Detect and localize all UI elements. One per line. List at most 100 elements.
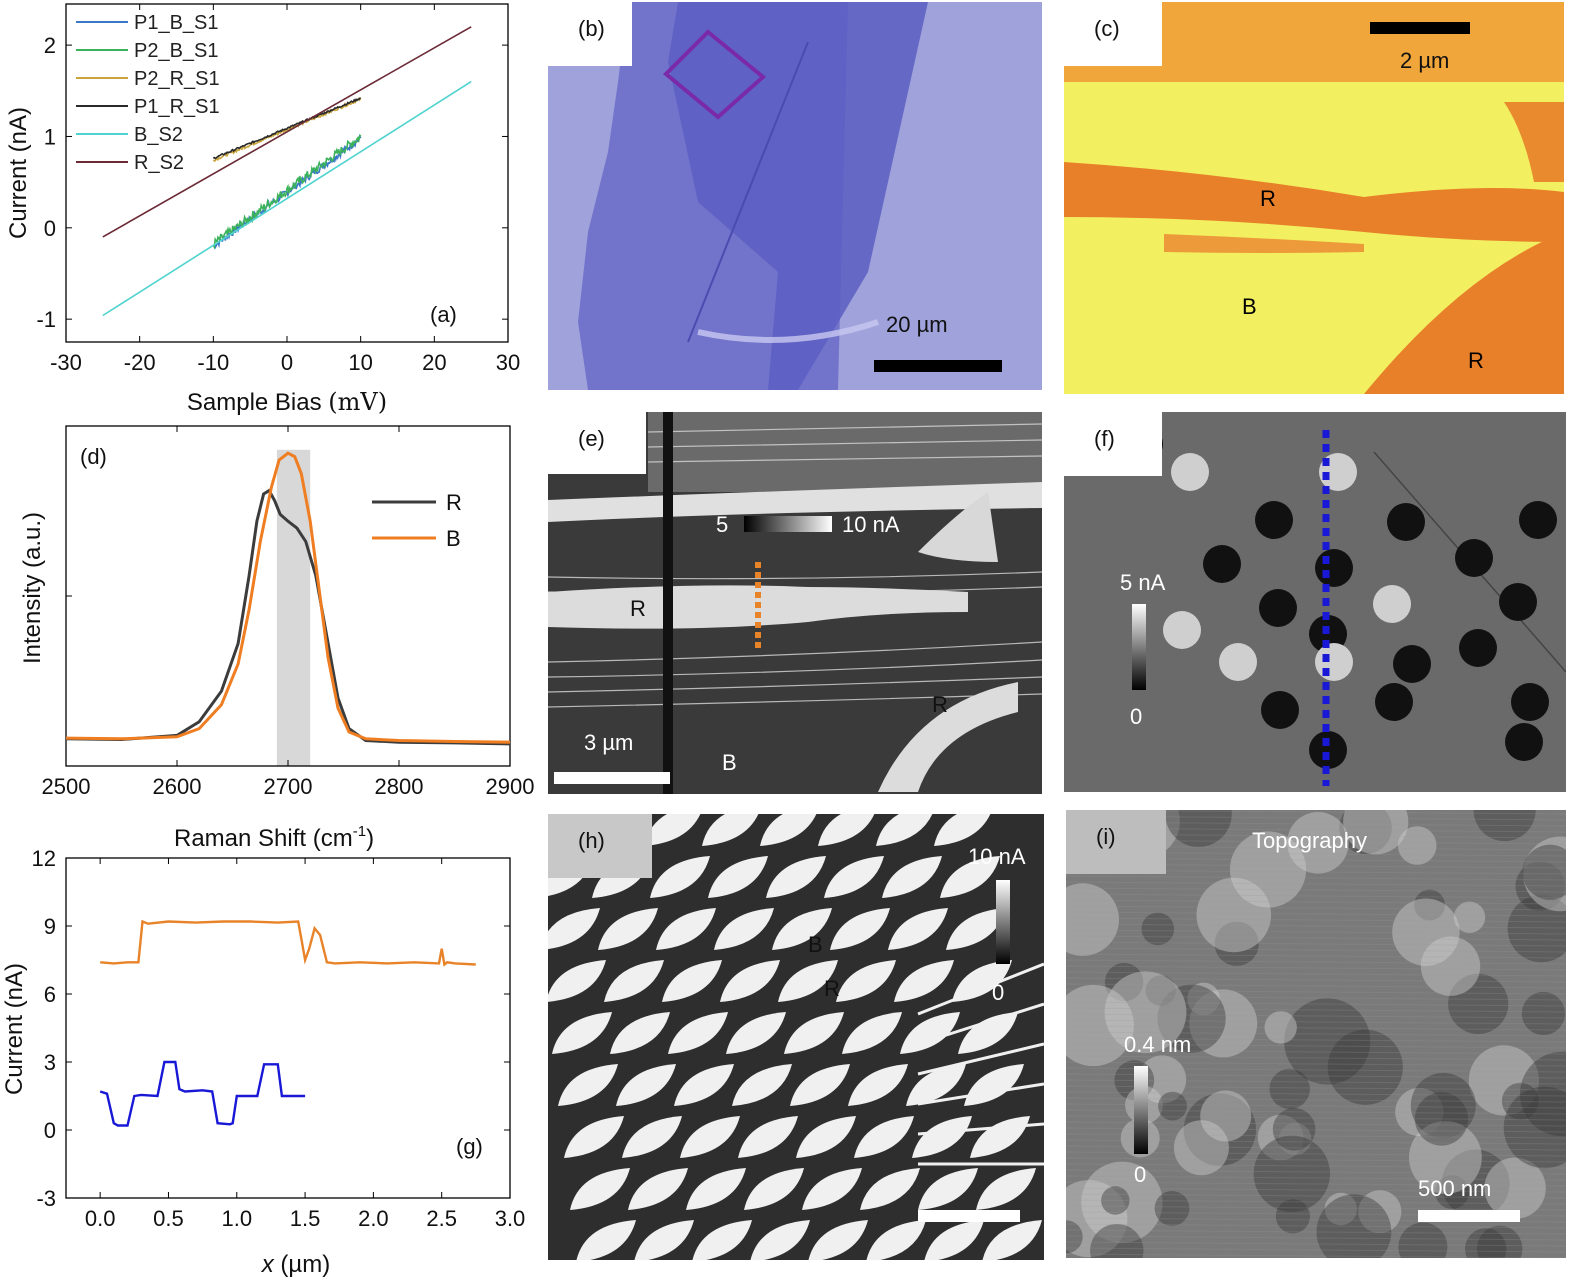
bright-domain (604, 960, 664, 1002)
x-tick-label: 2600 (153, 774, 202, 799)
panel-label: (a) (430, 302, 457, 327)
bright-domain (934, 814, 991, 846)
bright-domain (958, 1012, 1018, 1054)
y-axis-label: Current (nA) (5, 107, 32, 239)
x-axis-unit-end: ) (366, 825, 374, 852)
bright-domain (726, 1012, 786, 1054)
topography-feature (1214, 921, 1259, 966)
dark-dot (1519, 501, 1557, 539)
topography-feature (1453, 901, 1486, 933)
topography-feature (1484, 1157, 1546, 1219)
topography-feature (1278, 1122, 1312, 1156)
atomic-row (1066, 917, 1566, 923)
plot-frame (65, 857, 511, 1199)
y-tick-label: 0 (44, 1118, 56, 1143)
x-tick-label: 20 (422, 350, 446, 375)
atomic-row (1066, 1205, 1566, 1211)
bright-domain (674, 1064, 734, 1106)
scale-bar-label-b: 20 µm (886, 312, 948, 337)
x-tick-label: 30 (496, 350, 520, 375)
panel-label: (d) (80, 444, 107, 469)
topography-feature (1441, 1149, 1510, 1218)
x-tick-label: 2800 (375, 774, 424, 799)
atomic-row (1066, 893, 1566, 899)
x-tick-label: 3.0 (495, 1206, 526, 1231)
topography-feature (1066, 984, 1134, 1067)
scale-bar-label-i: 500 nm (1418, 1176, 1492, 1201)
bright-domain (548, 960, 606, 1002)
topography-feature (1253, 1135, 1330, 1212)
atomic-row (1066, 1229, 1566, 1235)
topography-feature (1066, 1220, 1083, 1254)
bright-domain (702, 814, 759, 846)
bright-domain (628, 1168, 688, 1210)
bright-domain (662, 960, 722, 1002)
bright-domain (558, 1064, 618, 1106)
topography-feature (1414, 1092, 1469, 1146)
legend-label: B (446, 526, 461, 551)
atomic-row (1066, 1187, 1566, 1193)
domain-wall (917, 1002, 1044, 1046)
topography-feature (1138, 1055, 1187, 1104)
x-tick-label: 1.5 (290, 1206, 321, 1231)
domain-wall (917, 1082, 1044, 1106)
x-axis-unit: (mV) (328, 388, 387, 416)
plot-frame (65, 3, 509, 343)
y-axis-label: Intensity (a.u.) (19, 512, 46, 664)
topography-feature (1104, 971, 1187, 1054)
x-tick-label: 10 (348, 350, 372, 375)
topography-feature (1257, 1114, 1304, 1161)
dark-dot (1459, 629, 1497, 667)
y-tick-label: 3 (44, 1050, 56, 1075)
legend-label: R (446, 490, 462, 515)
bright-domain (866, 1220, 926, 1260)
atomic-row (1066, 989, 1566, 995)
colorbar-max-h: 10 nA (968, 844, 1026, 869)
bright-domain (616, 1064, 676, 1106)
y-tick-label: -1 (36, 307, 56, 332)
dark-dot (1511, 683, 1549, 721)
atomic-row (1066, 1253, 1566, 1258)
atomic-row (1066, 899, 1566, 905)
series-line (99, 1060, 306, 1127)
topography-feature (1503, 1086, 1566, 1169)
bright-domain (894, 960, 954, 1002)
bright-dot (1315, 643, 1353, 681)
atomic-row (1066, 1139, 1566, 1145)
atomic-row (1066, 1031, 1566, 1037)
bright-domain (680, 1116, 740, 1158)
atomic-row (1066, 1115, 1566, 1121)
bright-domain (848, 1064, 908, 1106)
topography-feature (1200, 1090, 1252, 1142)
topography-feature (1264, 1011, 1297, 1044)
atomic-row (1066, 1103, 1566, 1109)
colorbar-max-e: 10 nA (842, 512, 900, 537)
topography-feature (1101, 1186, 1130, 1215)
domain-wall (917, 962, 1044, 1016)
scale-bar-b (874, 360, 1002, 372)
dark-dot (1375, 683, 1413, 721)
dark-dot (1261, 691, 1299, 729)
current-map-e-image (548, 412, 1042, 794)
topography-feature (1465, 1228, 1507, 1258)
topography-feature (1081, 1161, 1163, 1243)
bright-domain (836, 960, 896, 1002)
topography-feature (1104, 962, 1144, 1002)
bright-domain (778, 960, 838, 1002)
raman-chart: 2500 2600 2700 2800 2900 RB (d) Raman Shift (cm… (19, 425, 534, 852)
bright-domain (790, 1064, 850, 1106)
bright-domain (656, 908, 716, 950)
colorbar-min-e: 5 (716, 512, 729, 537)
atomic-row (1066, 1109, 1566, 1115)
bright-domain (918, 1168, 978, 1210)
topography-feature (1090, 1224, 1144, 1258)
bright-domain (732, 1064, 792, 1106)
atomic-row (1066, 935, 1566, 941)
region-label-r: R (932, 692, 948, 717)
topography-feature (1158, 1091, 1187, 1121)
region-label-b: B (1242, 294, 1257, 319)
bright-domain (946, 908, 1006, 950)
bright-domain (784, 1012, 844, 1054)
dark-dot (1315, 549, 1353, 587)
atomic-row (1066, 1181, 1566, 1187)
